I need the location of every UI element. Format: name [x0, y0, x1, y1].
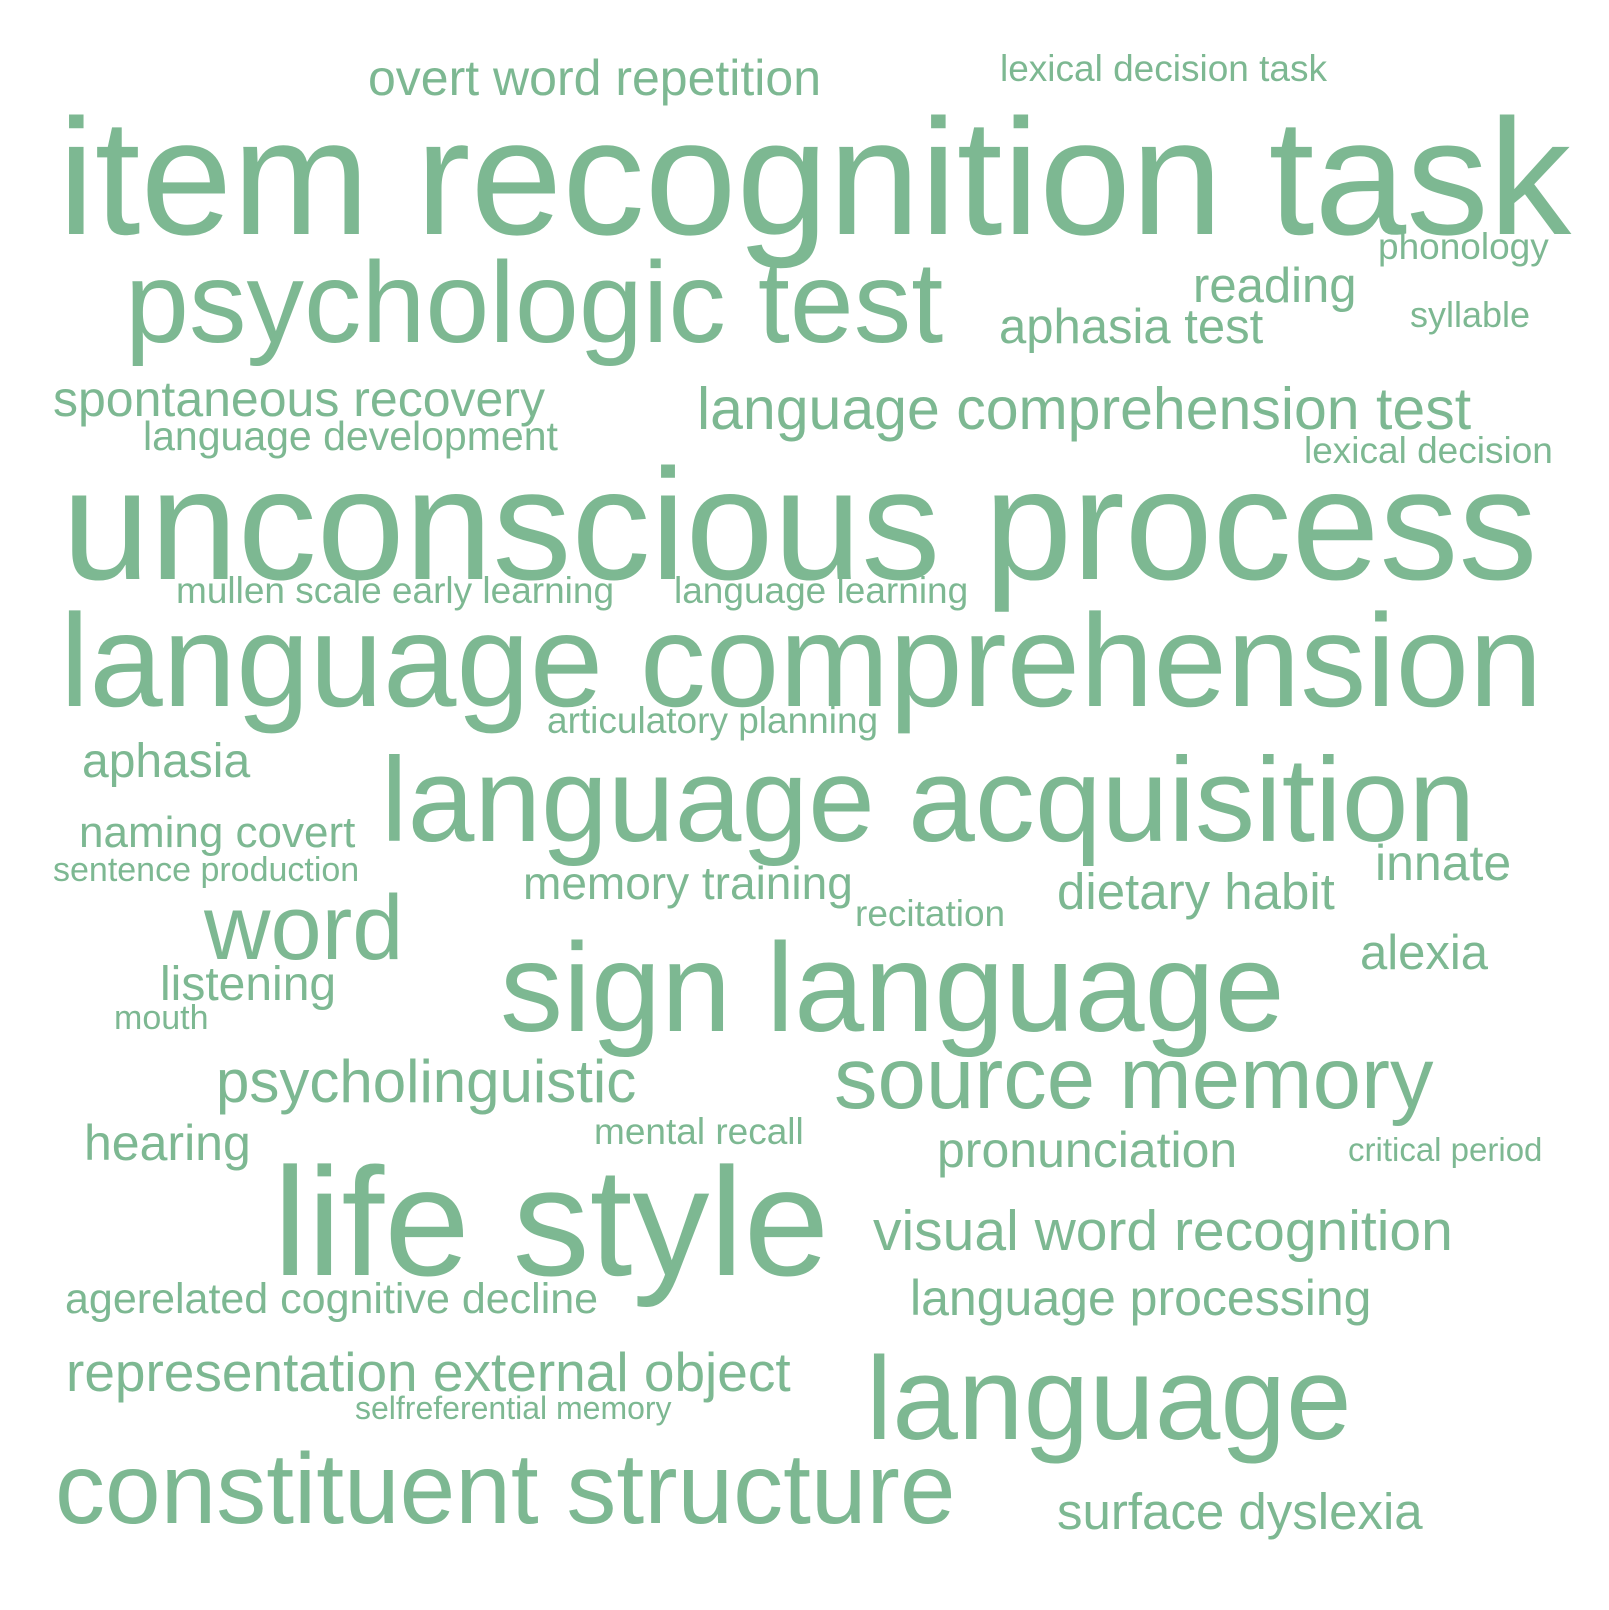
word-mental-recall: mental recall: [594, 1111, 804, 1152]
word-recitation: recitation: [855, 893, 1006, 934]
word-reading: reading: [1193, 259, 1357, 313]
word-psychologic-test: psychologic test: [125, 239, 944, 367]
word-syllable: syllable: [1410, 294, 1531, 335]
word-phonology: phonology: [1378, 226, 1549, 267]
word-lexical-decision-task: lexical decision task: [1000, 48, 1327, 89]
word-articulatory-planning: articulatory planning: [547, 700, 879, 741]
word-innate: innate: [1375, 835, 1512, 891]
word-naming-covert: naming covert: [79, 808, 356, 857]
word-pronunciation: pronunciation: [937, 1122, 1238, 1178]
word-mullen-scale-early-learning: mullen scale early learning: [176, 570, 615, 611]
word-language-acquisition: language acquisition: [381, 733, 1476, 867]
word-hearing: hearing: [84, 1115, 251, 1171]
word-overt-word-repetition: overt word repetition: [368, 50, 822, 106]
word-language-learning: language learning: [674, 570, 969, 611]
word-critical-period: critical period: [1348, 1131, 1543, 1168]
word-visual-word-recognition: visual word recognition: [873, 1199, 1453, 1263]
word-language-comprehension-test: language comprehension test: [697, 376, 1472, 442]
word-selfreferential-memory: selfreferential memory: [355, 1390, 672, 1426]
word-representation-external-object: representation external object: [66, 1341, 791, 1403]
word-constituent-structure: constituent structure: [55, 1433, 956, 1545]
word-aphasia-test: aphasia test: [999, 300, 1264, 354]
word-memory-training: memory training: [523, 857, 853, 909]
word-surface-dyslexia: surface dyslexia: [1057, 1483, 1423, 1540]
word-spontaneous-recovery: spontaneous recovery: [53, 371, 545, 427]
word-word: word: [204, 877, 404, 979]
word-life-style: life style: [273, 1136, 830, 1308]
word-lexical-decision: lexical decision: [1304, 430, 1553, 471]
word-language: language: [866, 1333, 1352, 1465]
word-language-development: language development: [143, 413, 558, 459]
word-sentence-production: sentence production: [53, 851, 360, 889]
word-psycholinguistic: psycholinguistic: [216, 1048, 637, 1115]
word-sign-language: sign language: [500, 917, 1285, 1058]
word-mouth: mouth: [114, 999, 209, 1037]
word-listening: listening: [160, 958, 337, 1011]
word-item-recognition-task: item recognition task: [58, 85, 1572, 269]
word-alexia: alexia: [1360, 926, 1489, 980]
word-language-comprehension: language comprehension: [60, 587, 1543, 734]
word-language-processing: language processing: [910, 1270, 1372, 1326]
word-agerelated-cognitive-decline: agerelated cognitive decline: [65, 1275, 599, 1323]
word-aphasia: aphasia: [82, 735, 251, 788]
word-source-memory: source memory: [834, 1030, 1434, 1127]
word-unconscious-process: unconscious process: [62, 437, 1538, 613]
word-dietary-habit: dietary habit: [1057, 863, 1335, 920]
